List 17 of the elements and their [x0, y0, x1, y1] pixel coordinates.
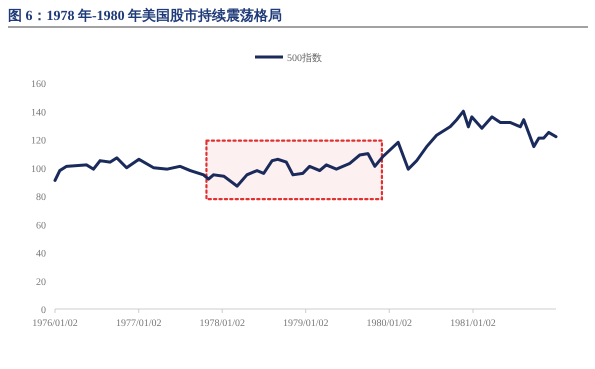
x-tick-label: 1978/01/02 [199, 318, 246, 329]
title: 图 6：1978 年-1980 年美国股市持续震荡格局 [8, 9, 282, 24]
x-tick-label: 1981/01/02 [450, 318, 496, 329]
x-tick-label: 1980/01/02 [366, 318, 412, 329]
x-tick-label: 1977/01/02 [116, 318, 162, 329]
y-tick-label: 60 [36, 220, 46, 232]
y-tick-label: 160 [31, 79, 46, 90]
y-tick-label: 100 [31, 164, 46, 175]
y-tick-label: 40 [36, 248, 46, 260]
legend-label: 500指数 [287, 52, 322, 64]
y-tick-label: 0 [41, 305, 46, 316]
x-tick-label: 1979/01/02 [282, 318, 329, 329]
y-tick-label: 80 [36, 192, 46, 203]
y-tick-label: 140 [31, 107, 46, 118]
y-tick-label: 120 [31, 136, 46, 146]
y-tick-label: 20 [36, 276, 46, 288]
x-tick-label: 1976/01/02 [32, 318, 78, 329]
